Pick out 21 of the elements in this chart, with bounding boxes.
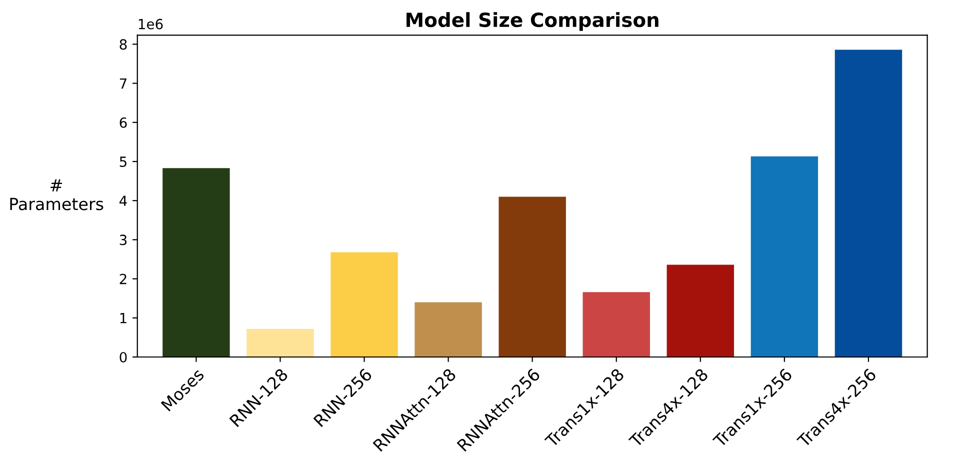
bar bbox=[498, 196, 566, 357]
bar bbox=[582, 292, 650, 357]
y-tick-label: 7 bbox=[120, 78, 126, 89]
bar bbox=[162, 168, 230, 357]
y-tick-label: 1 bbox=[120, 313, 126, 324]
bar bbox=[414, 302, 482, 357]
y-tick-label: 5 bbox=[120, 156, 126, 167]
y-tick-label: 0 bbox=[120, 352, 127, 362]
bar bbox=[246, 328, 314, 357]
text: 1e6 bbox=[138, 18, 163, 30]
y-tick-label: 3 bbox=[120, 234, 127, 246]
chart-title: Model Size Comparison bbox=[406, 12, 658, 31]
bar bbox=[666, 264, 734, 357]
y-tick-label: 8 bbox=[120, 39, 127, 50]
y-tick-label: 6 bbox=[120, 117, 127, 128]
bar bbox=[750, 156, 818, 357]
y-tick-label: 4 bbox=[119, 196, 127, 206]
y-axis-title: # Parameters bbox=[10, 179, 104, 210]
y-tick-label: 2 bbox=[120, 274, 126, 284]
bar bbox=[330, 252, 398, 357]
bar bbox=[834, 50, 902, 357]
